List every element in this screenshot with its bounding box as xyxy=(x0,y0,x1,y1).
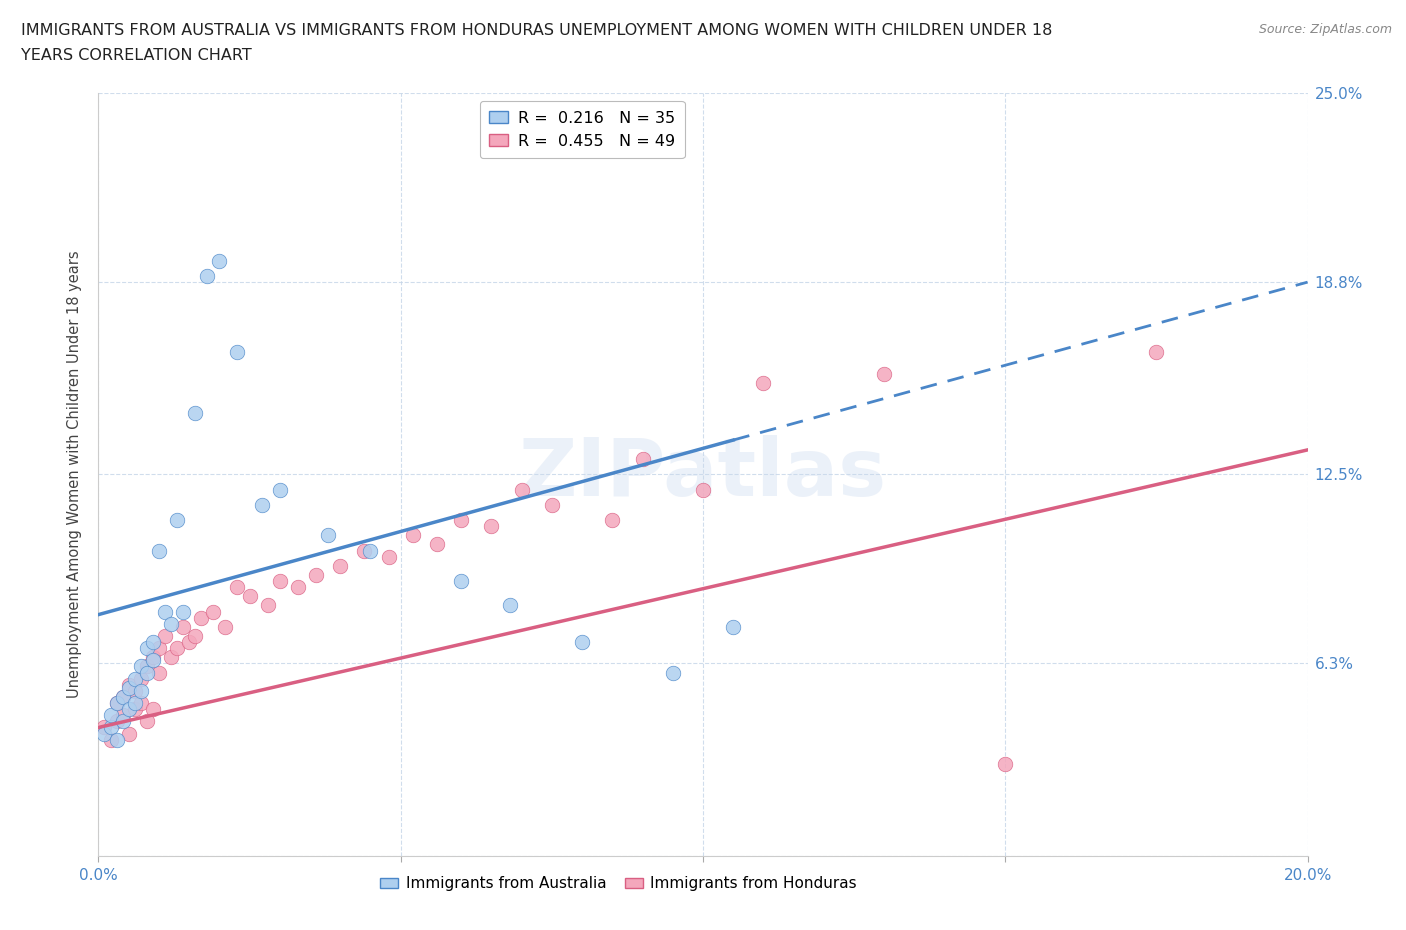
Point xyxy=(269,482,291,497)
Point xyxy=(105,714,128,729)
Point xyxy=(214,619,236,634)
Y-axis label: Unemployment Among Women with Children Under 18 years: Unemployment Among Women with Children U… xyxy=(67,250,83,698)
Point xyxy=(118,677,141,692)
Point xyxy=(353,543,375,558)
Point xyxy=(129,696,152,711)
Point xyxy=(172,604,194,619)
Point xyxy=(190,610,212,625)
Point xyxy=(1144,345,1167,360)
Point xyxy=(142,634,165,649)
Point xyxy=(129,671,152,686)
Point xyxy=(994,757,1017,772)
Point xyxy=(450,574,472,589)
Point xyxy=(160,617,183,631)
Point xyxy=(208,253,231,268)
Point xyxy=(124,671,146,686)
Point xyxy=(692,482,714,497)
Text: YEARS CORRELATION CHART: YEARS CORRELATION CHART xyxy=(21,48,252,63)
Point xyxy=(179,634,201,649)
Point xyxy=(124,702,146,717)
Point xyxy=(184,629,207,644)
Point xyxy=(250,498,273,512)
Text: IMMIGRANTS FROM AUSTRALIA VS IMMIGRANTS FROM HONDURAS UNEMPLOYMENT AMONG WOMEN W: IMMIGRANTS FROM AUSTRALIA VS IMMIGRANTS … xyxy=(21,23,1053,38)
Text: Source: ZipAtlas.com: Source: ZipAtlas.com xyxy=(1258,23,1392,36)
Point xyxy=(124,696,146,711)
Point xyxy=(184,405,207,420)
Point xyxy=(402,528,425,543)
Point xyxy=(105,696,128,711)
Point xyxy=(93,720,115,735)
Point xyxy=(111,708,134,723)
Point xyxy=(752,376,775,391)
Point xyxy=(129,684,152,698)
Point xyxy=(172,619,194,634)
Point xyxy=(111,714,134,729)
Point xyxy=(142,653,165,668)
Point xyxy=(142,702,165,717)
Legend: Immigrants from Australia, Immigrants from Honduras: Immigrants from Australia, Immigrants fr… xyxy=(374,870,863,897)
Point xyxy=(111,689,134,704)
Point xyxy=(135,665,157,680)
Point xyxy=(148,665,170,680)
Point xyxy=(360,543,382,558)
Point xyxy=(111,689,134,704)
Point xyxy=(239,589,262,604)
Point xyxy=(226,345,249,360)
Point xyxy=(287,579,309,594)
Point xyxy=(426,537,449,551)
Point xyxy=(135,641,157,656)
Point xyxy=(124,684,146,698)
Point xyxy=(148,641,170,656)
Text: ZIPatlas: ZIPatlas xyxy=(519,435,887,513)
Point xyxy=(135,659,157,674)
Point xyxy=(135,714,157,729)
Point xyxy=(166,512,188,527)
Point xyxy=(450,512,472,527)
Point xyxy=(329,558,352,573)
Point xyxy=(377,550,399,565)
Point xyxy=(226,579,249,594)
Point xyxy=(118,726,141,741)
Point xyxy=(661,665,683,680)
Point xyxy=(129,659,152,674)
Point xyxy=(118,702,141,717)
Point xyxy=(153,604,176,619)
Point xyxy=(602,512,624,527)
Point xyxy=(723,619,745,634)
Point xyxy=(202,604,225,619)
Point xyxy=(269,574,291,589)
Point xyxy=(481,519,503,534)
Point xyxy=(105,696,128,711)
Point xyxy=(100,708,122,723)
Point xyxy=(118,681,141,696)
Point xyxy=(510,482,533,497)
Point xyxy=(148,543,170,558)
Point xyxy=(153,629,176,644)
Point xyxy=(93,726,115,741)
Point xyxy=(256,598,278,613)
Point xyxy=(105,732,128,747)
Point xyxy=(571,634,593,649)
Point xyxy=(540,498,562,512)
Point xyxy=(195,269,218,284)
Point xyxy=(631,452,654,467)
Point xyxy=(498,598,520,613)
Point xyxy=(305,567,328,582)
Point xyxy=(166,641,188,656)
Point xyxy=(160,650,183,665)
Point xyxy=(873,366,896,381)
Point xyxy=(142,650,165,665)
Point xyxy=(100,732,122,747)
Point xyxy=(100,720,122,735)
Point xyxy=(316,528,339,543)
